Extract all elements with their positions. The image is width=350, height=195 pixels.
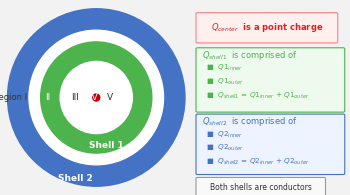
FancyBboxPatch shape <box>196 48 345 112</box>
Text: ■  $Q2_{inner}$: ■ $Q2_{inner}$ <box>206 129 244 140</box>
Text: II: II <box>45 93 50 102</box>
Text: ■  $Q1_{inner}$: ■ $Q1_{inner}$ <box>206 63 244 73</box>
Text: $Q_{center}$  is a point charge: $Q_{center}$ is a point charge <box>211 21 323 34</box>
Text: $Q_{shell2}$  is comprised of: $Q_{shell2}$ is comprised of <box>202 115 298 128</box>
FancyBboxPatch shape <box>196 114 345 175</box>
Text: Region I: Region I <box>0 93 27 102</box>
Ellipse shape <box>60 61 132 134</box>
Text: Shell 2: Shell 2 <box>58 174 93 183</box>
Text: ■  $Q_{shell1}$ = $Q1_{inner}$ + $Q1_{outer}$: ■ $Q_{shell1}$ = $Q1_{inner}$ + $Q1_{out… <box>206 90 310 101</box>
Text: $Q_{shell1}$  is comprised of: $Q_{shell1}$ is comprised of <box>202 49 298 62</box>
Text: Both shells are conductors: Both shells are conductors <box>210 183 312 192</box>
FancyBboxPatch shape <box>196 13 338 43</box>
Text: ■  $Q1_{outer}$: ■ $Q1_{outer}$ <box>206 77 244 87</box>
Text: Shell 1: Shell 1 <box>89 141 124 150</box>
Ellipse shape <box>29 30 163 165</box>
Ellipse shape <box>41 42 152 153</box>
Text: III: III <box>71 93 79 102</box>
Text: IV: IV <box>90 93 98 102</box>
Ellipse shape <box>93 94 100 101</box>
FancyBboxPatch shape <box>196 177 326 195</box>
Text: V: V <box>107 93 113 102</box>
Text: ■  $Q_{shell2}$ = $Q2_{inner}$ + $Q2_{outer}$: ■ $Q_{shell2}$ = $Q2_{inner}$ + $Q2_{out… <box>206 157 310 167</box>
Text: ■  $Q2_{outer}$: ■ $Q2_{outer}$ <box>206 143 244 153</box>
Ellipse shape <box>8 9 185 186</box>
